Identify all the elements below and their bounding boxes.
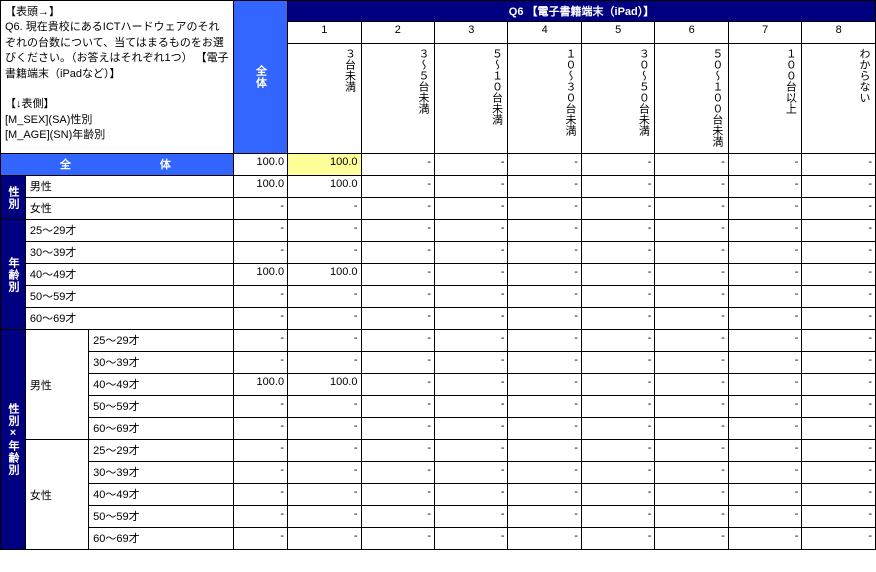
label-female: 女性 bbox=[25, 198, 233, 220]
colnum-2: 2 bbox=[361, 22, 434, 44]
question-title: Q6 【電子書籍端末（iPad）】 bbox=[288, 1, 876, 22]
overall-v8: - bbox=[802, 154, 876, 176]
overall-v3: - bbox=[435, 154, 508, 176]
row-f25: 女性 25～29才 --------- bbox=[1, 440, 876, 462]
sub-male: 男性 bbox=[25, 330, 88, 440]
collabel-7: １００台以上 bbox=[728, 44, 801, 154]
colnum-4: 4 bbox=[508, 22, 581, 44]
overall-v6: - bbox=[655, 154, 728, 176]
row-f50: 50～59才--------- bbox=[1, 506, 876, 528]
row-m50: 50～59才--------- bbox=[1, 396, 876, 418]
row-a60: 60～69才--------- bbox=[1, 308, 876, 330]
colnum-3: 3 bbox=[435, 22, 508, 44]
group-age: 年齢別 bbox=[1, 220, 26, 330]
row-f60: 60～69才--------- bbox=[1, 528, 876, 550]
row-overall: 全 体 100.0 100.0 - - - - - - - bbox=[1, 154, 876, 176]
collabel-5: ３０〜５０台未満 bbox=[581, 44, 654, 154]
overall-row-label: 全 体 bbox=[1, 154, 234, 176]
collabel-6: ５０〜１００台未満 bbox=[655, 44, 728, 154]
overall-v2: - bbox=[361, 154, 434, 176]
overall-total: 100.0 bbox=[233, 154, 287, 176]
collabel-3: ５〜１０台未満 bbox=[435, 44, 508, 154]
row-m40: 40～49才100.0100.0------- bbox=[1, 374, 876, 396]
colnum-7: 7 bbox=[728, 22, 801, 44]
collabel-1: ３台未満 bbox=[288, 44, 361, 154]
row-f30: 30～39才--------- bbox=[1, 462, 876, 484]
overall-v1: 100.0 bbox=[288, 154, 361, 176]
row-a30: 30～39才--------- bbox=[1, 242, 876, 264]
row-m30: 30～39才--------- bbox=[1, 352, 876, 374]
label-male: 男性 bbox=[25, 176, 233, 198]
colnum-6: 6 bbox=[655, 22, 728, 44]
collabel-2: ３〜５台未満 bbox=[361, 44, 434, 154]
overall-v4: - bbox=[508, 154, 581, 176]
row-a50: 50～59才--------- bbox=[1, 286, 876, 308]
group-sex-age: 性別×年齢別 bbox=[1, 330, 26, 550]
colnum-8: 8 bbox=[802, 22, 876, 44]
row-male: 性別 男性 100.0 100.0------- bbox=[1, 176, 876, 198]
overall-col-header: 全体 bbox=[233, 1, 287, 154]
description-cell: 【表頭→】 Q6. 現在貴校にあるICTハードウェアのそれぞれの台数について、当… bbox=[1, 1, 234, 154]
row-m25: 性別×年齢別 男性 25～29才 --------- bbox=[1, 330, 876, 352]
collabel-8: わからない bbox=[802, 44, 876, 154]
row-a25: 年齢別 25～29才 - -------- bbox=[1, 220, 876, 242]
row-a40: 40～49才100.0100.0------- bbox=[1, 264, 876, 286]
row-m60: 60～69才--------- bbox=[1, 418, 876, 440]
sub-female: 女性 bbox=[25, 440, 88, 550]
crosstab-table: 【表頭→】 Q6. 現在貴校にあるICTハードウェアのそれぞれの台数について、当… bbox=[0, 0, 876, 550]
overall-v5: - bbox=[581, 154, 654, 176]
row-female: 女性 - -------- bbox=[1, 198, 876, 220]
group-sex: 性別 bbox=[1, 176, 26, 220]
collabel-4: １０〜３０台未満 bbox=[508, 44, 581, 154]
colnum-5: 5 bbox=[581, 22, 654, 44]
overall-v7: - bbox=[728, 154, 801, 176]
colnum-1: 1 bbox=[288, 22, 361, 44]
row-f40: 40～49才--------- bbox=[1, 484, 876, 506]
